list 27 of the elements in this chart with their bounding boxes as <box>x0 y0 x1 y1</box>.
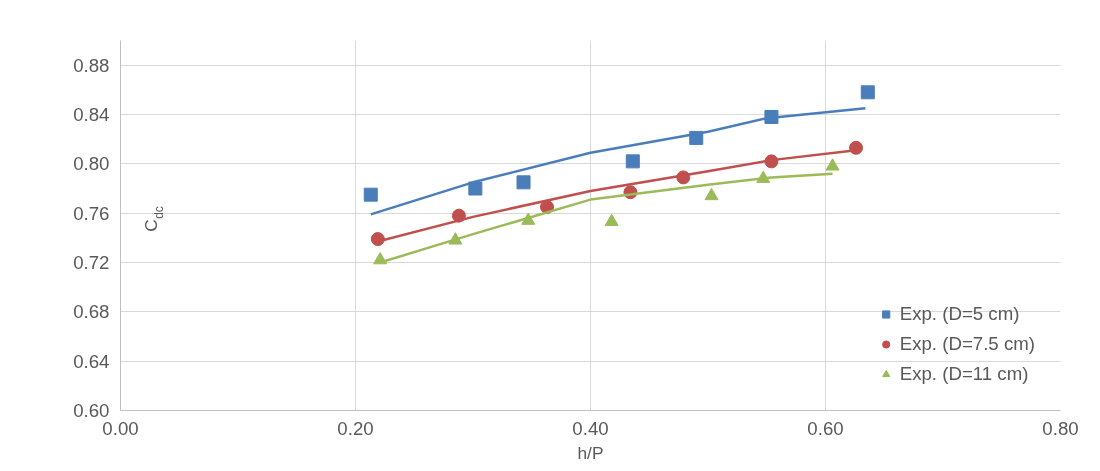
x-axis-title: h/P <box>577 442 604 463</box>
x-tick-label: 0.40 <box>572 417 609 439</box>
legend-label: Exp. (D=7.5 cm) <box>899 333 1035 355</box>
point <box>849 140 864 155</box>
point <box>704 187 719 201</box>
y-tick-label: 0.72 <box>73 252 110 273</box>
y-tick-label: 0.64 <box>73 350 110 372</box>
point <box>370 232 385 247</box>
legend-label: Exp. (D=5 cm) <box>899 303 1020 325</box>
line-series <box>369 107 867 216</box>
point <box>604 213 619 227</box>
point <box>468 181 483 196</box>
x-tick-label: 0.60 <box>807 417 844 439</box>
y-tick-label: 0.76 <box>73 202 110 224</box>
point <box>363 187 378 202</box>
point <box>825 158 840 171</box>
y-tick-label: 0.84 <box>73 104 110 125</box>
point <box>625 154 640 169</box>
x-tick-label: 0.80 <box>1042 417 1079 439</box>
point <box>860 85 875 100</box>
y-axis-title: Cdc <box>140 206 166 232</box>
legend-label: Exp. (D=11 cm) <box>899 363 1029 385</box>
y-tick-label: 0.80 <box>73 153 110 175</box>
y-tick-label: 0.88 <box>73 54 110 76</box>
y-tick-label: 0.68 <box>73 301 110 323</box>
x-tick-label: 0.20 <box>337 417 374 439</box>
point <box>516 175 531 190</box>
